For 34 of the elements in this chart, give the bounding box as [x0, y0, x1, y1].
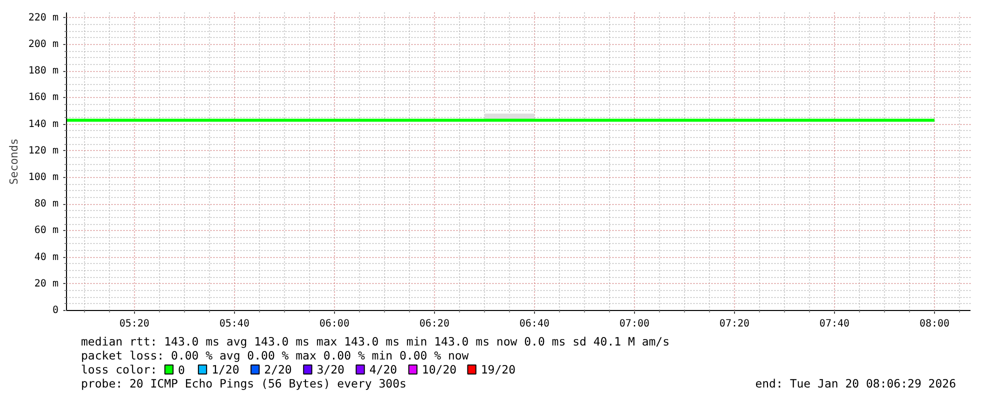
y-tick-label: 200 m [28, 38, 59, 50]
legend-title: loss color: [81, 362, 158, 376]
y-tick-label: 140 m [28, 118, 59, 130]
y-tick-label: 160 m [28, 92, 59, 104]
text: median rtt: 143.0 ms avg 143.0 ms max 143.0 ms min 143.0 ms now 0.0 ms sd 40.1 M am/s [81, 334, 670, 348]
legend-label: 4/20 [369, 362, 398, 376]
x-tick-label: 05:40 [219, 318, 250, 330]
x-tick-label: 08:00 [919, 318, 950, 330]
legend-label: 10/20 [422, 362, 457, 376]
y-tick-label: 100 m [28, 172, 59, 183]
x-tick-label: 07:00 [619, 318, 650, 330]
y-tick-label: 180 m [28, 66, 59, 77]
x-tick-label: 07:40 [819, 318, 850, 330]
y-tick-label: 20 m [34, 278, 59, 290]
text: end: Tue Jan 20 08:06:29 2026 [755, 376, 956, 390]
y-tick-label: 60 m [34, 225, 59, 236]
x-tick-label: 06:40 [519, 318, 550, 330]
y-tick-label: 40 m [34, 252, 59, 263]
y-tick-label: 120 m [28, 145, 59, 156]
y-tick-label: 0 [52, 305, 59, 316]
text: packet loss: 0.00 % avg 0.00 % max 0.00 % min 0.00 % now [81, 348, 469, 362]
y-tick-label: 80 m [34, 198, 59, 210]
legend-label: 1/20 [212, 362, 240, 376]
legend-label: 3/20 [316, 362, 345, 376]
x-tick-label: 06:20 [419, 318, 450, 330]
y-axis-title: Seconds [7, 138, 20, 185]
text: probe: 20 ICMP Echo Pings (56 Bytes) every 300s [81, 376, 406, 390]
legend-label: 0 [178, 363, 186, 377]
x-tick-label: 06:00 [319, 318, 350, 330]
y-tick-label: 220 m [28, 12, 59, 24]
legend-label: 19/20 [480, 362, 516, 376]
x-tick-label: 07:20 [719, 318, 750, 330]
x-tick-label: 05:20 [119, 318, 150, 330]
legend-label: 2/20 [264, 362, 292, 376]
